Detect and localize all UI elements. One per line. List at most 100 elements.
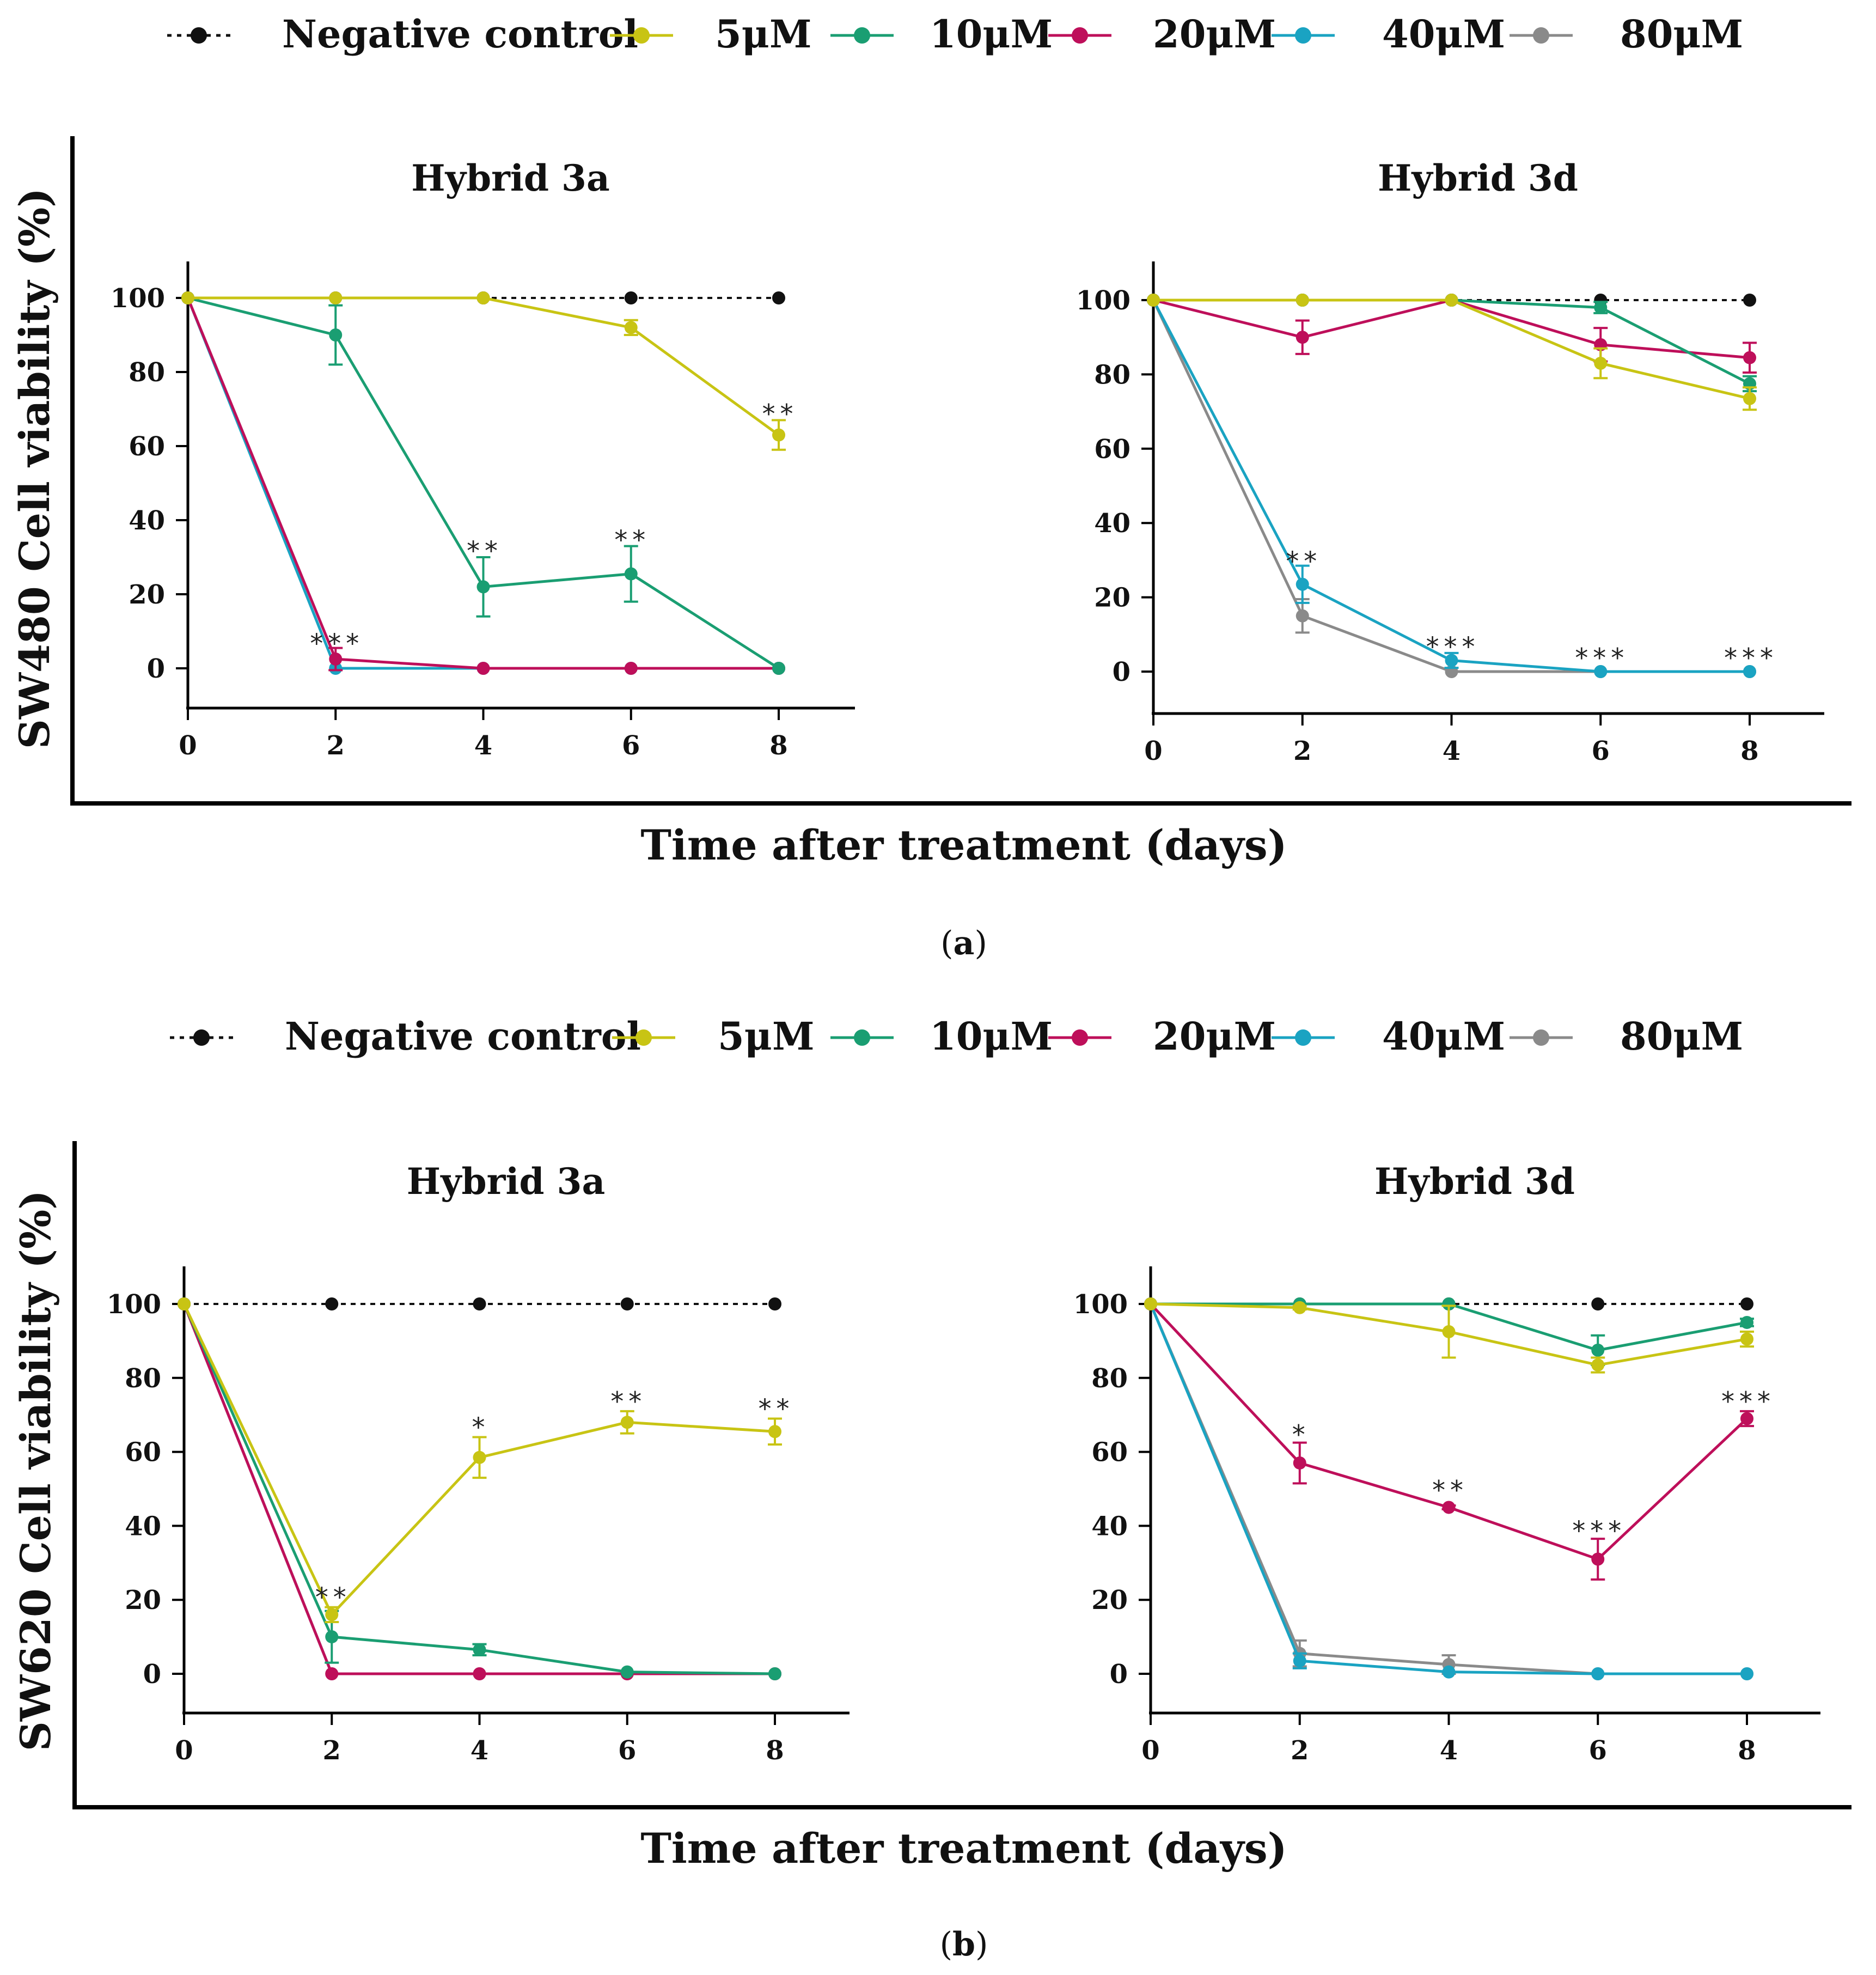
series-line-c20 — [1153, 298, 1750, 359]
y-tick-label: 80 — [1094, 359, 1131, 390]
series-line-c80 — [1152, 299, 1750, 673]
y-tick-label: 80 — [125, 1363, 161, 1394]
data-point-c10 — [1591, 1343, 1605, 1357]
series-c10 — [181, 291, 785, 675]
y-tick-label: 0 — [143, 1659, 161, 1690]
data-point-neg — [768, 1297, 781, 1310]
significance-annotation: ** — [613, 525, 649, 556]
data-point-c40 — [1594, 665, 1608, 678]
data-point-c40 — [1293, 1654, 1306, 1668]
y-tick-label: 100 — [1073, 1289, 1128, 1320]
data-point-c20 — [1591, 1552, 1605, 1566]
data-point-c20 — [1743, 351, 1756, 364]
significance-annotation: ** — [1431, 1475, 1467, 1505]
data-point-c20 — [473, 1667, 486, 1680]
legend-marker-c20 — [1072, 27, 1088, 44]
significance-annotation: *** — [1720, 1386, 1774, 1417]
panel-a-ylabel: SW480 Cell viability (%) — [10, 188, 59, 749]
legend-item-c5: 5μM — [610, 11, 811, 57]
chart-title: Hybrid 3a — [407, 1160, 606, 1203]
data-point-c5 — [772, 428, 785, 442]
series-c10 — [1147, 294, 1757, 393]
legend-item-neg: Negative control — [170, 1014, 641, 1059]
chart-title: Hybrid 3d — [1374, 1160, 1575, 1203]
data-point-c5 — [1740, 1332, 1753, 1346]
data-point-c5 — [1147, 294, 1160, 307]
series-line-c10 — [1153, 298, 1751, 385]
y-tick-label: 100 — [107, 1289, 161, 1320]
panel-b-caption: (b) — [940, 1925, 988, 1964]
legend-marker-c40 — [1295, 1029, 1311, 1046]
data-point-c10 — [473, 1643, 486, 1656]
data-point-neg — [1743, 294, 1756, 307]
x-tick-label: 2 — [1293, 736, 1311, 766]
x-tick-label: 8 — [766, 1735, 784, 1766]
significance-annotation: *** — [1425, 632, 1478, 662]
data-point-c10 — [768, 1667, 781, 1680]
x-tick-label: 8 — [1738, 1735, 1756, 1766]
significance-annotation: *** — [1571, 1516, 1625, 1546]
y-tick-label: 60 — [1091, 1437, 1128, 1468]
series-c5 — [178, 1297, 782, 1623]
y-tick-label: 60 — [1094, 434, 1131, 465]
legend-marker-c80 — [1533, 1029, 1549, 1046]
legend-marker-c10 — [854, 27, 870, 44]
y-tick-label: 20 — [129, 580, 165, 610]
y-tick-label: 80 — [1091, 1363, 1128, 1394]
legend-label-neg: Negative control — [285, 1014, 641, 1059]
significance-annotation: *** — [1723, 643, 1777, 674]
legend-label-c80: 80μM — [1620, 11, 1743, 57]
x-tick-label: 4 — [1440, 1735, 1458, 1766]
data-point-c40 — [1445, 654, 1458, 667]
x-tick-label: 0 — [179, 730, 197, 761]
legend-item-c40: 40μM — [1272, 11, 1505, 57]
data-point-c10 — [325, 1630, 339, 1644]
x-tick-label: 6 — [622, 730, 640, 761]
data-point-c20 — [1293, 1456, 1306, 1470]
y-tick-label: 100 — [1076, 285, 1131, 316]
panel-b-xlabel: Time after treatment (days) — [640, 1824, 1287, 1873]
series-line-c40 — [1152, 299, 1750, 673]
data-point-c5 — [1445, 294, 1458, 307]
x-tick-label: 2 — [1291, 1735, 1309, 1766]
legend-label-c5: 5μM — [718, 1014, 814, 1059]
series-c20 — [178, 1297, 781, 1680]
legend-marker-c10 — [854, 1029, 870, 1046]
data-point-c20 — [1740, 1412, 1753, 1425]
y-tick-label: 40 — [1091, 1511, 1128, 1541]
x-tick-label: 6 — [1589, 1735, 1607, 1766]
data-point-c5 — [1442, 1325, 1456, 1338]
significance-annotation: ** — [757, 1394, 793, 1424]
legend-marker-c20 — [1072, 1029, 1088, 1046]
x-tick-label: 2 — [327, 730, 345, 761]
y-tick-label: 60 — [125, 1437, 161, 1468]
data-point-c5 — [624, 321, 638, 334]
x-tick-label: 0 — [1144, 736, 1162, 766]
legend-item-c20: 20μM — [1048, 1014, 1276, 1059]
significance-annotation: *** — [1574, 643, 1628, 674]
data-point-c40 — [1740, 1667, 1753, 1680]
legend-marker-neg — [193, 1029, 210, 1046]
legend-label-c40: 40μM — [1382, 1014, 1505, 1059]
data-point-c5 — [1594, 356, 1608, 370]
data-point-c5 — [620, 1416, 634, 1429]
legend-label-c40: 40μM — [1382, 11, 1505, 57]
legend-item-c80: 80μM — [1510, 11, 1743, 57]
data-point-c5 — [473, 1450, 486, 1464]
series-line-c5 — [188, 296, 780, 436]
data-point-c80 — [1296, 609, 1309, 623]
data-point-c5 — [1144, 1297, 1157, 1310]
data-point-c20 — [624, 662, 638, 675]
x-tick-label: 4 — [470, 1735, 488, 1766]
significance-annotation: ** — [314, 1582, 350, 1613]
data-point-c10 — [1740, 1315, 1753, 1329]
data-point-c20 — [325, 1667, 339, 1680]
y-tick-label: 40 — [1094, 508, 1131, 539]
y-tick-label: 100 — [111, 283, 165, 314]
data-point-c20 — [329, 653, 343, 666]
y-tick-label: 20 — [1094, 583, 1131, 613]
data-point-c20 — [1442, 1501, 1456, 1514]
data-point-c5 — [181, 291, 194, 304]
